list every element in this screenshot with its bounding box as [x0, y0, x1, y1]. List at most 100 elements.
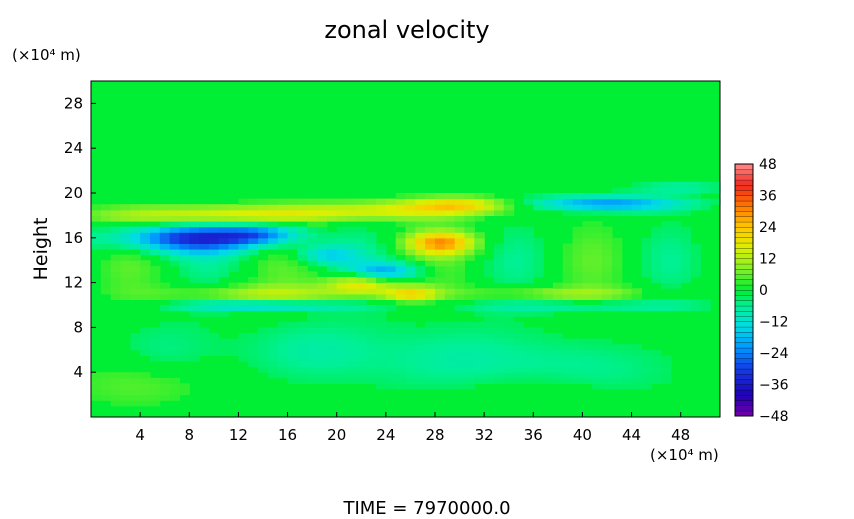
heatmap-cell	[444, 232, 456, 239]
heatmap-cell	[336, 198, 348, 205]
heatmap-cell	[533, 349, 544, 356]
heatmap-cell	[434, 198, 446, 205]
heatmap-cell	[611, 372, 623, 379]
heatmap-cell	[415, 355, 426, 362]
heatmap-cell	[130, 282, 141, 289]
heatmap-cell	[149, 237, 161, 244]
heatmap-cell	[434, 215, 446, 222]
heatmap-cell	[307, 310, 318, 317]
heatmap-cell	[297, 277, 308, 284]
heatmap-cell	[592, 277, 603, 284]
heatmap-cell	[533, 310, 544, 317]
heatmap-cell	[287, 305, 298, 312]
heatmap-cell	[503, 338, 515, 345]
heatmap-cell	[493, 316, 505, 323]
heatmap-cell	[700, 181, 711, 188]
heatmap-cell	[317, 366, 328, 373]
heatmap-cell	[592, 249, 603, 256]
heatmap-cell	[317, 305, 328, 312]
heatmap-cell	[277, 232, 289, 239]
heatmap-cell	[238, 288, 249, 295]
heatmap-cell	[287, 299, 298, 306]
heatmap-cell	[317, 288, 328, 295]
heatmap-cell	[602, 355, 613, 362]
heatmap-cell	[670, 254, 682, 261]
heatmap-cell	[366, 366, 377, 373]
heatmap-cell	[356, 209, 367, 216]
heatmap-cell	[326, 282, 338, 289]
heatmap-cell	[356, 333, 367, 340]
heatmap-cell	[533, 293, 544, 300]
heatmap-cell	[415, 193, 426, 200]
heatmap-cell	[395, 237, 407, 244]
heatmap-cell	[484, 265, 495, 272]
heatmap-cell	[661, 271, 672, 278]
heatmap-cell	[592, 209, 603, 216]
heatmap-cell	[543, 366, 554, 373]
heatmap-cell	[218, 293, 230, 300]
heatmap-cell	[464, 193, 475, 200]
heatmap-cell	[415, 288, 426, 295]
heatmap-cell	[120, 271, 131, 278]
heatmap-cell	[543, 204, 554, 211]
heatmap-cell	[690, 260, 701, 267]
heatmap-cell	[149, 327, 161, 334]
heatmap-cell	[434, 237, 446, 244]
heatmap-cell	[91, 204, 102, 211]
heatmap-cell	[385, 333, 397, 340]
heatmap-cell	[218, 209, 230, 216]
colorbar-swatch	[734, 258, 754, 265]
heatmap-cell	[277, 237, 289, 244]
heatmap-cell	[366, 377, 377, 384]
heatmap-cell	[277, 366, 289, 373]
heatmap-cell	[454, 288, 466, 295]
heatmap-cell	[493, 249, 505, 256]
heatmap-cell	[179, 221, 190, 228]
heatmap-cell	[425, 204, 436, 211]
heatmap-cell	[444, 243, 456, 250]
heatmap-cell	[140, 349, 151, 356]
heatmap-cell	[434, 232, 446, 239]
heatmap-cell	[189, 271, 200, 278]
heatmap-cell	[238, 305, 249, 312]
heatmap-cell	[120, 232, 131, 239]
heatmap-cell	[444, 254, 456, 261]
heatmap-cell	[228, 215, 240, 222]
heatmap-cell	[434, 243, 446, 250]
heatmap-cell	[356, 204, 367, 211]
heatmap-cell	[159, 305, 171, 312]
heatmap-cell	[592, 293, 603, 300]
heatmap-cell	[444, 361, 456, 368]
heatmap-cell	[91, 372, 102, 379]
heatmap-cell	[317, 254, 328, 261]
heatmap-cell	[287, 338, 298, 345]
heatmap-cell	[602, 232, 613, 239]
heatmap-cell	[395, 288, 407, 295]
heatmap-cell	[307, 260, 318, 267]
heatmap-cell	[641, 187, 652, 194]
heatmap-cell	[110, 288, 122, 295]
heatmap-cell	[287, 372, 298, 379]
heatmap-cell	[602, 254, 613, 261]
heatmap-cell	[543, 310, 554, 317]
heatmap-cell	[189, 355, 200, 362]
heatmap-cell	[258, 305, 269, 312]
heatmap-cell	[248, 349, 259, 356]
heatmap-cell	[287, 265, 298, 272]
heatmap-cell	[415, 361, 426, 368]
heatmap-cell	[523, 277, 534, 284]
x-axis: 4 8 12 16 20 24 28 32 36 40 44 48	[135, 412, 690, 444]
heatmap-cell	[120, 377, 131, 384]
y-tick-label: 4	[73, 363, 83, 381]
colorbar-swatch	[734, 405, 754, 412]
heatmap-cell	[454, 193, 466, 200]
heatmap-cell	[562, 361, 574, 368]
heatmap-cell	[523, 333, 534, 340]
colorbar-swatch	[734, 373, 754, 380]
heatmap-cell	[366, 344, 377, 351]
heatmap-cell	[582, 349, 593, 356]
heatmap-cell	[130, 226, 141, 233]
heatmap-cell	[415, 232, 426, 239]
heatmap-cell	[287, 282, 298, 289]
heatmap-cell	[582, 260, 593, 267]
